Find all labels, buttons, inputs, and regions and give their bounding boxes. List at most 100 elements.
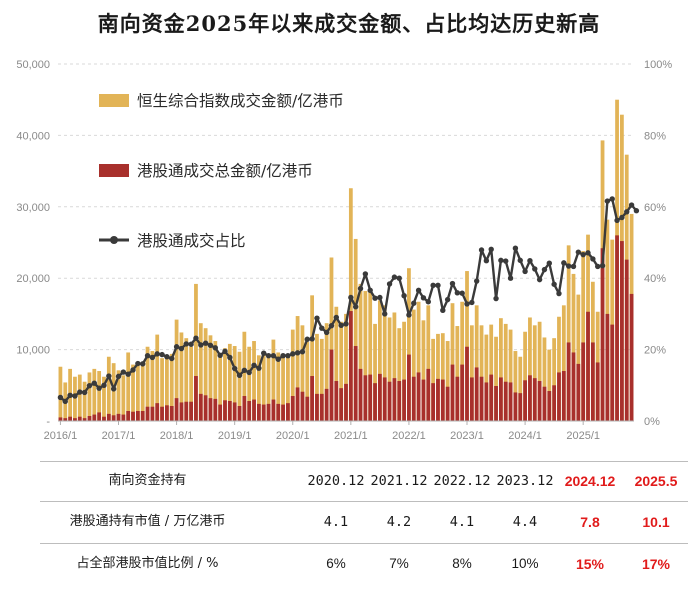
ratio-point [227,354,233,361]
hk-connect-ratio-line [57,196,640,405]
hk-connect-bar [121,414,126,421]
ratio-point [62,398,68,405]
ratio-point [217,352,223,359]
ratio-point [614,217,620,224]
cell-market-value-2021-12: 4.2 [386,514,412,530]
table-row-share-of-market: 占全部港股市值比例 / % 6% 7% 8% 10% 15% 17% [0,549,698,579]
total-bar [571,273,576,421]
hk-connect-bar [363,375,368,421]
ratio-point [323,329,330,336]
x-tick-label: 2023/1 [450,430,484,442]
hk-connect-bar [329,349,334,421]
hk-connect-bar [542,386,547,421]
hk-connect-bar [566,342,571,421]
ratio-point [401,292,407,299]
left-tick-label: 40,000 [16,130,50,142]
hk-connect-bar [271,399,276,421]
total-bar [494,336,498,421]
hk-connect-bar [63,418,68,421]
left-tick-label: 10,000 [16,345,50,357]
legend: 恒生综合指数成交金额/亿港币 港股通成交总金额/亿港币 港股通成交占比 [99,92,344,250]
ratio-point [169,355,175,362]
total-bar [324,323,329,421]
total-bar [416,301,421,421]
total-bar [203,328,208,421]
hk-connect-bar [286,403,290,421]
hk-connect-bar [440,379,445,421]
hk-connect-bar [523,380,527,421]
ratio-point [140,361,146,367]
hk-connect-bar [382,377,387,421]
total-bar [484,334,489,421]
hk-connect-bar [87,416,92,421]
ratio-point [352,304,359,310]
total-bar [252,341,256,421]
ratio-point [207,342,214,349]
ratio-point [261,350,267,356]
hk-connect-bar [165,405,169,421]
ratio-point [391,274,398,280]
hk-connect-bar [319,393,324,421]
ratio-point [386,281,393,287]
cell-share-2025-5: 17% [641,556,671,572]
ratio-point [106,373,112,379]
cell-share-2022-12: 8% [452,556,472,571]
ratio-point [633,208,640,214]
ratio-point [86,382,93,389]
total-bar [135,362,140,421]
ratio-point [551,281,557,287]
ratio-point [575,249,582,255]
ratio-point [130,367,136,373]
col-header-2025-5: 2025.5 [634,473,678,489]
cell-market-value-2022-12: 4.1 [449,514,475,530]
ratio-point [541,266,548,273]
ratio-point [144,352,151,359]
ratio-point [290,351,296,357]
col-header-2023-12: 2023.12 [496,473,554,489]
hk-connect-bar [310,376,315,421]
total-bar [479,325,484,421]
hk-connect-bar [247,401,252,421]
total-bar [547,349,552,421]
ratio-point [304,336,310,342]
total-bar [319,338,324,421]
hk-connect-bar [600,248,605,421]
ratio-point [173,344,180,350]
total-bar [513,351,518,421]
hk-connect-bar [465,346,469,421]
ratio-point [599,263,606,269]
ratio-point [115,373,122,380]
hk-connect-bar [140,411,145,421]
total-bar [465,271,469,421]
total-bar [58,366,63,421]
x-tick-label: 2017/1 [102,430,136,442]
total-bar [169,353,174,421]
ratio-point [624,209,630,215]
hk-connect-bar [126,411,131,421]
table-divider-top [40,461,688,462]
total-bar [581,251,586,421]
col-header-2021-12: 2021.12 [370,473,428,489]
hk-connect-bar [416,372,421,421]
ratio-point [367,287,373,294]
total-bar [198,323,203,421]
ratio-point [522,268,528,275]
ratio-point [319,325,325,331]
ratio-point [570,263,577,270]
hk-connect-bar [402,379,406,421]
hk-connect-bar [508,382,513,421]
total-bar [552,338,557,421]
hk-connect-bar [552,385,557,421]
total-bar [247,346,252,421]
hk-connect-bar [421,379,426,421]
total-bar [373,323,377,421]
right-tick-label: 0% [644,416,660,428]
ratio-point [594,263,601,270]
ratio-point [396,275,402,281]
hk-connect-bar [111,415,116,421]
total-bar [358,283,363,421]
hk-connect-bar [237,406,242,421]
total-bar [377,300,382,421]
hk-connect-bar [256,403,261,421]
total-bar [339,321,344,421]
